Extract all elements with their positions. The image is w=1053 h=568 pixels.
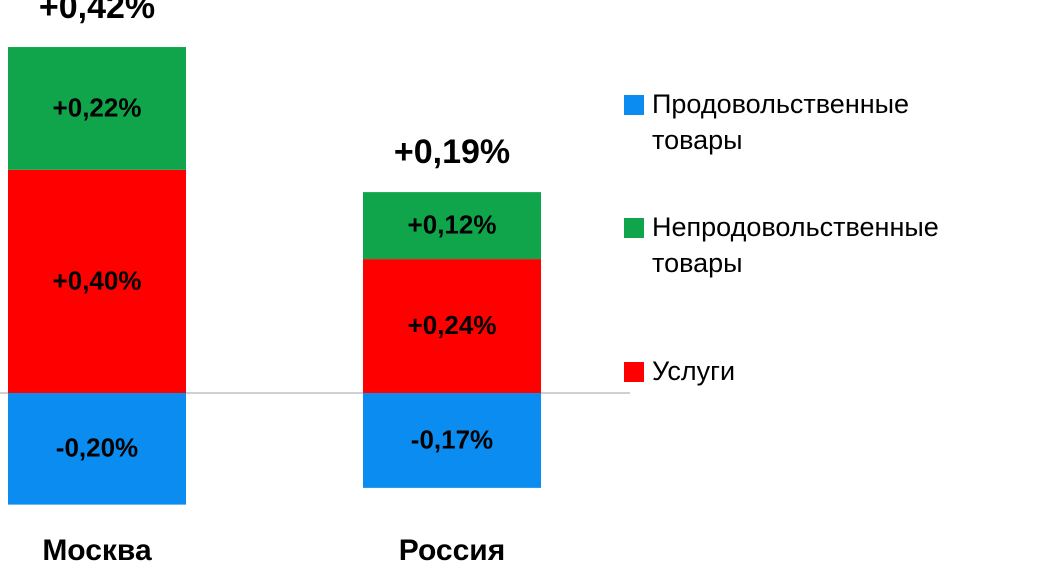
legend-swatch <box>624 362 644 382</box>
value-label: +0,22% <box>53 92 142 122</box>
legend-label: Непродовольственные товары <box>652 212 939 278</box>
value-label: +0,24% <box>408 310 497 340</box>
bar-segment <box>8 169 186 393</box>
bar-segment <box>363 259 541 393</box>
x-tick-label: Москва <box>42 534 152 567</box>
value-label: -0,20% <box>56 433 138 463</box>
bar-segment <box>363 393 541 488</box>
legend-swatch <box>624 218 644 238</box>
legend-swatch <box>624 95 644 115</box>
value-label: +0,12% <box>408 209 497 239</box>
bar-segment <box>363 192 541 260</box>
x-tick-label: Россия <box>399 534 506 567</box>
value-label: +0,40% <box>53 265 142 295</box>
legend-label: Услуги <box>652 356 736 386</box>
bar-segment <box>8 393 186 505</box>
bar-segment <box>8 47 186 170</box>
legend-label: Продовольственные товары <box>652 89 910 155</box>
total-label: +0,19% <box>394 133 510 171</box>
value-label: -0,17% <box>411 424 493 454</box>
total-label: +0,42% <box>39 0 155 26</box>
